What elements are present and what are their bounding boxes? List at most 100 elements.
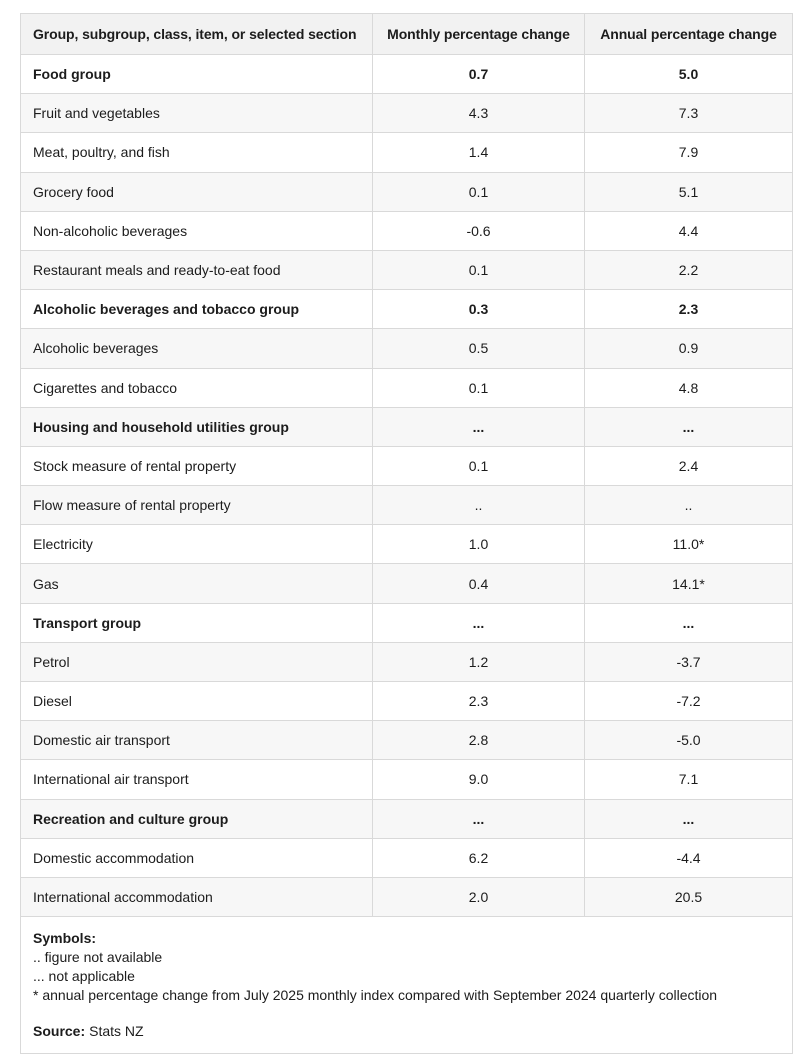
- table-notes: Symbols: .. figure not available ... not…: [33, 929, 780, 1041]
- annual-value-cell: -3.7: [584, 641, 793, 683]
- monthly-value-cell: 1.4: [372, 132, 585, 173]
- table-row: Non-alcoholic beverages -0.6 4.4: [20, 210, 793, 251]
- row-label-cell: International accommodation: [20, 876, 373, 918]
- table-body: Food group 0.7 5.0 Fruit and vegetables …: [20, 53, 793, 918]
- annual-value-cell: 7.9: [584, 132, 793, 173]
- header-monthly-column: Monthly percentage change: [372, 13, 585, 55]
- row-label-cell: Stock measure of rental property: [20, 445, 373, 487]
- source-value: Stats NZ: [89, 1023, 144, 1040]
- table-row: Cigarettes and tobacco 0.1 4.8: [20, 367, 793, 408]
- table-row: Alcoholic beverages 0.5 0.9: [20, 328, 793, 369]
- annual-value-cell: 2.3: [584, 289, 793, 330]
- table-footer: Symbols: .. figure not available ... not…: [20, 916, 793, 1055]
- monthly-value-cell: 1.2: [372, 641, 585, 683]
- monthly-value-cell: 6.2: [372, 837, 585, 878]
- symbol-note-asterisk: * annual percentage change from July 202…: [33, 987, 718, 1004]
- monthly-value-cell: 1.0: [372, 524, 585, 565]
- table-row: Diesel 2.3 -7.2: [20, 680, 793, 722]
- row-label-cell: Electricity: [20, 524, 373, 565]
- symbols-heading: Symbols:: [33, 930, 97, 947]
- annual-value-cell: 2.2: [584, 249, 793, 291]
- table-row-group: Recreation and culture group ... ...: [20, 798, 793, 839]
- annual-value-cell: 2.4: [584, 445, 793, 487]
- notes-row: Symbols: .. figure not available ... not…: [20, 916, 793, 1055]
- table-row-group: Transport group ... ...: [20, 602, 793, 643]
- table-row: Meat, poultry, and fish 1.4 7.9: [20, 132, 793, 173]
- symbol-note-not-applicable: ... not applicable: [33, 968, 135, 985]
- annual-value-cell: 5.1: [584, 171, 793, 212]
- row-label-cell: Cigarettes and tobacco: [20, 367, 373, 408]
- table-row: Restaurant meals and ready-to-eat food 0…: [20, 249, 793, 291]
- monthly-value-cell: ...: [372, 406, 585, 447]
- row-label-cell: Recreation and culture group: [20, 798, 373, 839]
- annual-value-cell: 5.0: [584, 53, 793, 95]
- table-row: International air transport 9.0 7.1: [20, 759, 793, 800]
- notes-cell: Symbols: .. figure not available ... not…: [20, 916, 793, 1055]
- table-row: Petrol 1.2 -3.7: [20, 641, 793, 683]
- monthly-value-cell: -0.6: [372, 210, 585, 251]
- annual-value-cell: 20.5: [584, 876, 793, 918]
- monthly-value-cell: 0.1: [372, 171, 585, 212]
- monthly-value-cell: 0.5: [372, 328, 585, 369]
- monthly-value-cell: ...: [372, 602, 585, 643]
- annual-value-cell: 14.1*: [584, 563, 793, 604]
- row-label-cell: International air transport: [20, 759, 373, 800]
- annual-value-cell: 7.1: [584, 759, 793, 800]
- row-label-cell: Food group: [20, 53, 373, 95]
- cpi-percentage-change-table: Group, subgroup, class, item, or selecte…: [20, 13, 793, 1055]
- table-row: Fruit and vegetables 4.3 7.3: [20, 93, 793, 134]
- monthly-value-cell: 2.0: [372, 876, 585, 918]
- annual-value-cell: 0.9: [584, 328, 793, 369]
- table-container: Group, subgroup, class, item, or selecte…: [20, 13, 793, 1055]
- table-row-group: Housing and household utilities group ..…: [20, 406, 793, 447]
- row-label-cell: Gas: [20, 563, 373, 604]
- row-label-cell: Restaurant meals and ready-to-eat food: [20, 249, 373, 291]
- row-label-cell: Transport group: [20, 602, 373, 643]
- header-row: Group, subgroup, class, item, or selecte…: [20, 13, 793, 55]
- source-label: Source:: [33, 1023, 86, 1040]
- row-label-cell: Meat, poultry, and fish: [20, 132, 373, 173]
- table-row-group: Food group 0.7 5.0: [20, 53, 793, 95]
- header-group-column: Group, subgroup, class, item, or selecte…: [20, 13, 373, 55]
- table-row-group: Alcoholic beverages and tobacco group 0.…: [20, 289, 793, 330]
- row-label-cell: Alcoholic beverages and tobacco group: [20, 289, 373, 330]
- monthly-value-cell: 0.1: [372, 367, 585, 408]
- row-label-cell: Non-alcoholic beverages: [20, 210, 373, 251]
- monthly-value-cell: ...: [372, 798, 585, 839]
- row-label-cell: Flow measure of rental property: [20, 485, 373, 526]
- row-label-cell: Grocery food: [20, 171, 373, 212]
- header-annual-column: Annual percentage change: [584, 13, 793, 55]
- table-row: Domestic air transport 2.8 -5.0: [20, 720, 793, 761]
- row-label-cell: Housing and household utilities group: [20, 406, 373, 447]
- monthly-value-cell: 0.4: [372, 563, 585, 604]
- table-row: Electricity 1.0 11.0*: [20, 524, 793, 565]
- table-header: Group, subgroup, class, item, or selecte…: [20, 13, 793, 55]
- table-row: Stock measure of rental property 0.1 2.4: [20, 445, 793, 487]
- monthly-value-cell: 0.1: [372, 249, 585, 291]
- monthly-value-cell: 0.7: [372, 53, 585, 95]
- row-label-cell: Domestic air transport: [20, 720, 373, 761]
- monthly-value-cell: 0.1: [372, 445, 585, 487]
- annual-value-cell: -4.4: [584, 837, 793, 878]
- annual-value-cell: 4.8: [584, 367, 793, 408]
- table-row: International accommodation 2.0 20.5: [20, 876, 793, 918]
- monthly-value-cell: 2.8: [372, 720, 585, 761]
- annual-value-cell: ..: [584, 485, 793, 526]
- monthly-value-cell: 4.3: [372, 93, 585, 134]
- row-label-cell: Diesel: [20, 680, 373, 722]
- annual-value-cell: 4.4: [584, 210, 793, 251]
- source-line: Source: Stats NZ: [33, 1022, 780, 1041]
- table-row: Gas 0.4 14.1*: [20, 563, 793, 604]
- monthly-value-cell: 2.3: [372, 680, 585, 722]
- table-row: Flow measure of rental property .. ..: [20, 485, 793, 526]
- row-label-cell: Petrol: [20, 641, 373, 683]
- table-row: Domestic accommodation 6.2 -4.4: [20, 837, 793, 878]
- monthly-value-cell: ..: [372, 485, 585, 526]
- monthly-value-cell: 0.3: [372, 289, 585, 330]
- table-row: Grocery food 0.1 5.1: [20, 171, 793, 212]
- annual-value-cell: ...: [584, 406, 793, 447]
- row-label-cell: Alcoholic beverages: [20, 328, 373, 369]
- row-label-cell: Fruit and vegetables: [20, 93, 373, 134]
- annual-value-cell: ...: [584, 602, 793, 643]
